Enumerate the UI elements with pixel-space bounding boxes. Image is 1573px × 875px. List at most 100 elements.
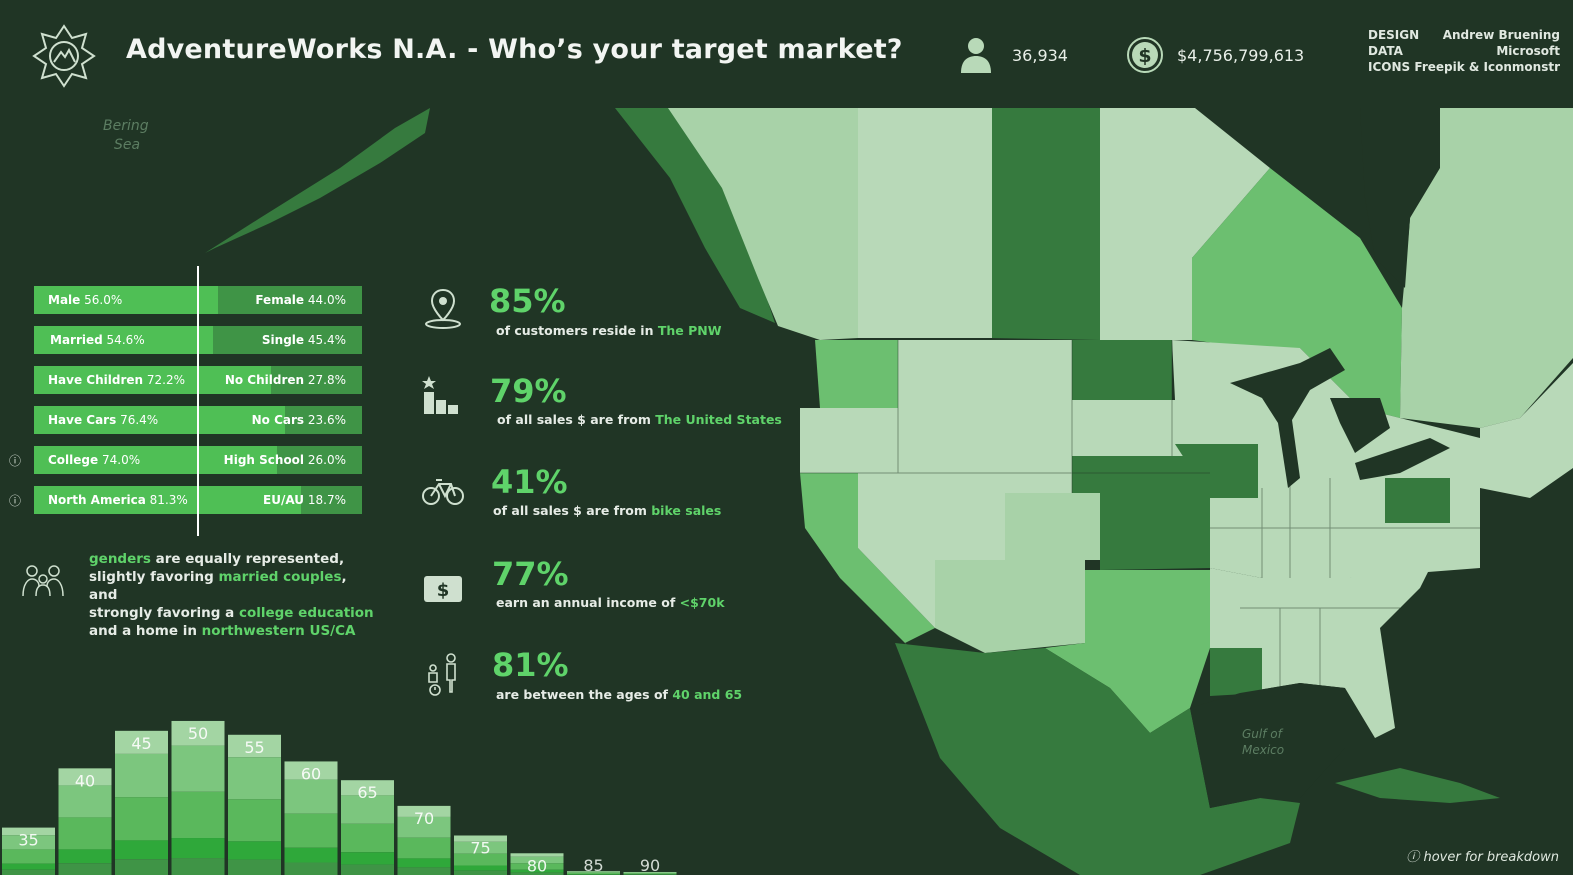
- region-southeast[interactable]: [1210, 548, 1440, 738]
- info-icon: ⓘ: [1406, 850, 1420, 865]
- demo-left-label: Have Cars: [48, 413, 117, 427]
- region-washington[interactable]: [815, 340, 898, 408]
- age-bar-segment: [2, 863, 55, 870]
- demo-right-label: High School: [223, 453, 305, 467]
- age-bar-segment: [567, 871, 620, 873]
- age-bar-segment: [228, 734, 281, 758]
- region-iowa-arkansas[interactable]: [1175, 444, 1258, 498]
- region-arizona-nm[interactable]: [935, 560, 1085, 653]
- region-texas[interactable]: [1045, 570, 1210, 733]
- region-wyoming[interactable]: [978, 418, 1072, 493]
- age-bar-segment: [510, 853, 564, 857]
- summary-text: genders are equally represented, slightl…: [89, 551, 374, 639]
- age-tick-label-60: 60: [301, 764, 321, 783]
- age-bar-segment: [2, 869, 55, 875]
- family-icon: [22, 565, 64, 597]
- age-bar-60[interactable]: [284, 761, 338, 875]
- location-pin-icon: [425, 288, 461, 329]
- region-dakotas[interactable]: [1072, 340, 1172, 400]
- age-bar-segment: [341, 795, 394, 824]
- region-pennsylvania[interactable]: [1385, 478, 1450, 523]
- region-missouri-oklahoma[interactable]: [1072, 456, 1210, 570]
- age-bar-segment: [58, 768, 112, 786]
- ages-icon: [428, 653, 456, 696]
- demo-left-value: 74.0%: [101, 453, 141, 467]
- money-icon: $: [424, 576, 462, 602]
- region-louisiana[interactable]: [1210, 648, 1262, 696]
- demo-left-value: 76.4%: [120, 413, 159, 427]
- region-california[interactable]: [800, 473, 935, 643]
- age-bar-segment: [2, 835, 55, 850]
- age-bar-55[interactable]: [228, 734, 281, 875]
- region-british-columbia[interactable]: [668, 108, 858, 340]
- age-bar-35[interactable]: [2, 827, 55, 875]
- demo-fill-region: [34, 486, 301, 514]
- region-colorado[interactable]: [1005, 493, 1100, 560]
- age-bar-segment: [115, 840, 168, 860]
- age-bar-65[interactable]: [341, 780, 394, 875]
- midpoint-divider: [197, 266, 199, 536]
- age-bar-segment: [510, 872, 564, 875]
- demo-fill-marital: [34, 326, 214, 354]
- total-sales: $4,756,799,613: [1177, 46, 1305, 65]
- demo-right-value: 27.8%: [307, 373, 346, 387]
- age-bar-segment: [171, 720, 225, 746]
- region-oregon[interactable]: [800, 408, 898, 473]
- age-bar-segment: [171, 838, 225, 859]
- age-bar-45[interactable]: [115, 730, 168, 875]
- age-bar-40[interactable]: [58, 768, 112, 875]
- region-nebraska-kansas[interactable]: [1072, 400, 1175, 456]
- age-bar-segment: [510, 856, 564, 864]
- age-bar-70[interactable]: [397, 805, 451, 875]
- age-bar-segment: [623, 872, 677, 874]
- info-icon-region[interactable]: ⓘ: [8, 494, 21, 508]
- age-bar-80[interactable]: [510, 853, 564, 875]
- region-nevada-utah[interactable]: [858, 473, 1005, 628]
- svg-text:$: $: [437, 580, 450, 601]
- demo-right-label: Female: [255, 293, 305, 307]
- person-icon: [961, 38, 991, 73]
- demo-fill-education: [34, 446, 277, 474]
- podium-icon: [422, 376, 458, 414]
- age-bar-segment: [171, 745, 225, 792]
- demo-left-label: North America: [48, 493, 146, 507]
- demo-left-label: College: [48, 453, 99, 467]
- region-alberta[interactable]: [858, 108, 992, 338]
- age-histogram[interactable]: 35 40 45 50 55 60 65 70 75 80 85 90: [0, 700, 700, 875]
- age-bar-segment: [454, 835, 507, 842]
- stat-pct-bikes: 41%: [491, 463, 568, 501]
- map-label-gulf-1: Gulf of: [1242, 727, 1284, 741]
- region-new-england[interactable]: [1480, 363, 1573, 498]
- stat-pct-us: 79%: [490, 372, 567, 410]
- info-icon-education[interactable]: ⓘ: [8, 454, 21, 468]
- region-quebec[interactable]: [1400, 108, 1573, 428]
- region-ontario[interactable]: [1192, 168, 1402, 418]
- region-caribbean[interactable]: [1335, 768, 1500, 803]
- region-mexico[interactable]: [895, 643, 1300, 875]
- region-manitoba[interactable]: [1100, 108, 1270, 340]
- age-bar-segment: [623, 873, 677, 875]
- age-bar-75[interactable]: [454, 835, 507, 875]
- age-bar-segment: [228, 799, 281, 842]
- north-america-map[interactable]: Bering Sea Gulf of Mexico: [0, 108, 1573, 875]
- demo-right-label: EU/AU: [263, 493, 305, 507]
- stat-pct-pnw: 85%: [489, 282, 566, 320]
- region-baja[interactable]: [905, 643, 990, 778]
- age-bar-segment: [454, 870, 507, 875]
- region-bc-coast[interactable]: [615, 108, 775, 323]
- age-tick-label-80: 80: [527, 856, 547, 875]
- region-saskatchewan[interactable]: [992, 108, 1100, 340]
- demo-right-value: 18.7%: [307, 493, 346, 507]
- region-idaho-montana[interactable]: [898, 340, 1072, 473]
- age-bar-segment: [171, 791, 225, 839]
- great-lakes: [1230, 348, 1345, 488]
- region-alaska[interactable]: [205, 108, 430, 253]
- region-hudson-bay: [1360, 108, 1440, 288]
- map-label-bering-2: Sea: [114, 137, 140, 153]
- age-bar-50[interactable]: [171, 720, 225, 875]
- map-label-gulf-2: Mexico: [1242, 743, 1284, 757]
- demo-left-label: Married: [50, 333, 103, 347]
- demo-right-label: Single: [261, 333, 305, 347]
- age-bar-segment: [115, 797, 168, 841]
- age-bar-segment: [567, 872, 620, 875]
